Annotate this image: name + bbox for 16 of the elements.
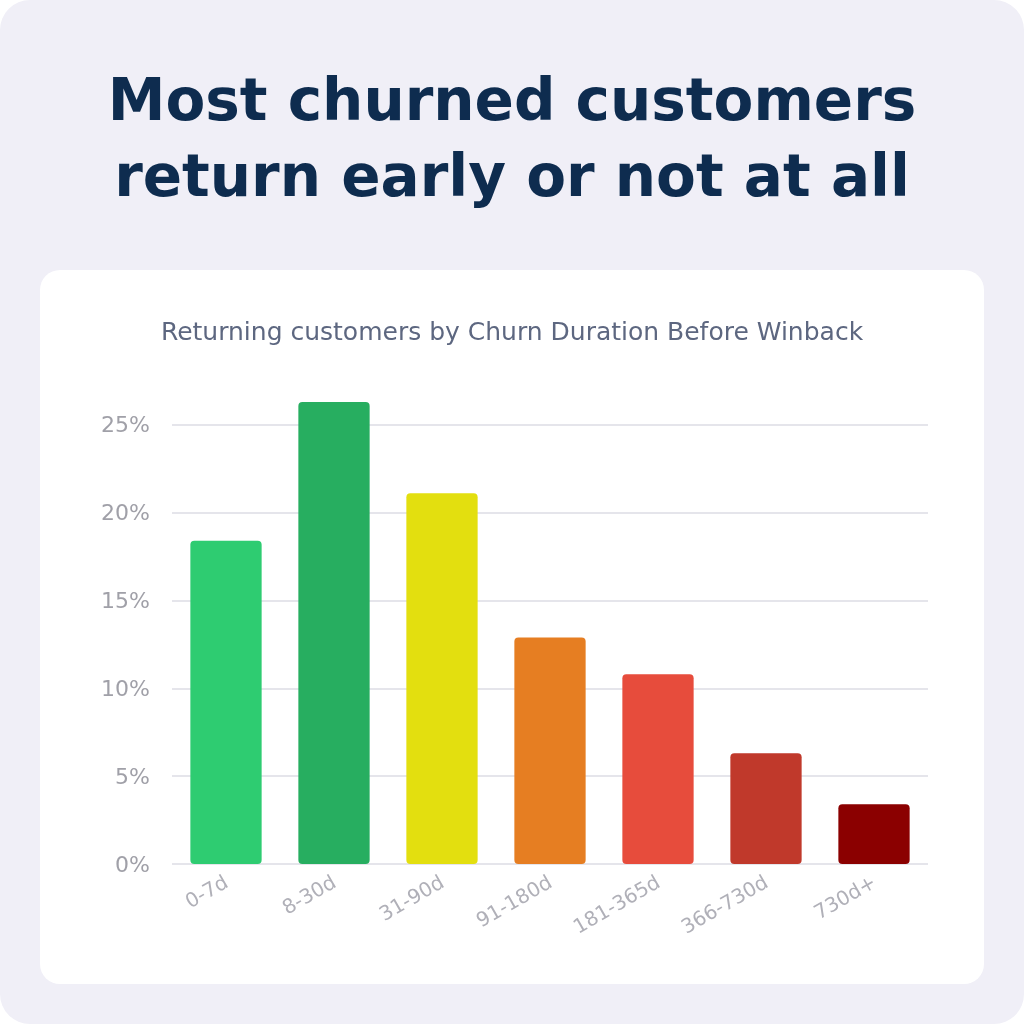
bar [298,402,370,864]
y-tick-label: 5% [115,763,150,789]
x-tick-label: 0-7d [180,869,232,914]
chart-subtitle: Returning customers by Churn Duration Before Winback [160,317,864,346]
bar [730,753,802,864]
bar [514,637,586,864]
y-tick-label: 15% [101,588,150,613]
bar [406,493,478,864]
y-tick-label: 0% [115,851,150,877]
chart-title: Most churned customers return early or not at all [106,65,918,212]
bar [622,674,694,864]
y-tick-label: 10% [101,675,150,701]
y-tick-label: 20% [101,500,150,526]
bar [190,540,262,864]
bar [838,804,910,864]
y-tick-label: 25% [101,412,150,438]
